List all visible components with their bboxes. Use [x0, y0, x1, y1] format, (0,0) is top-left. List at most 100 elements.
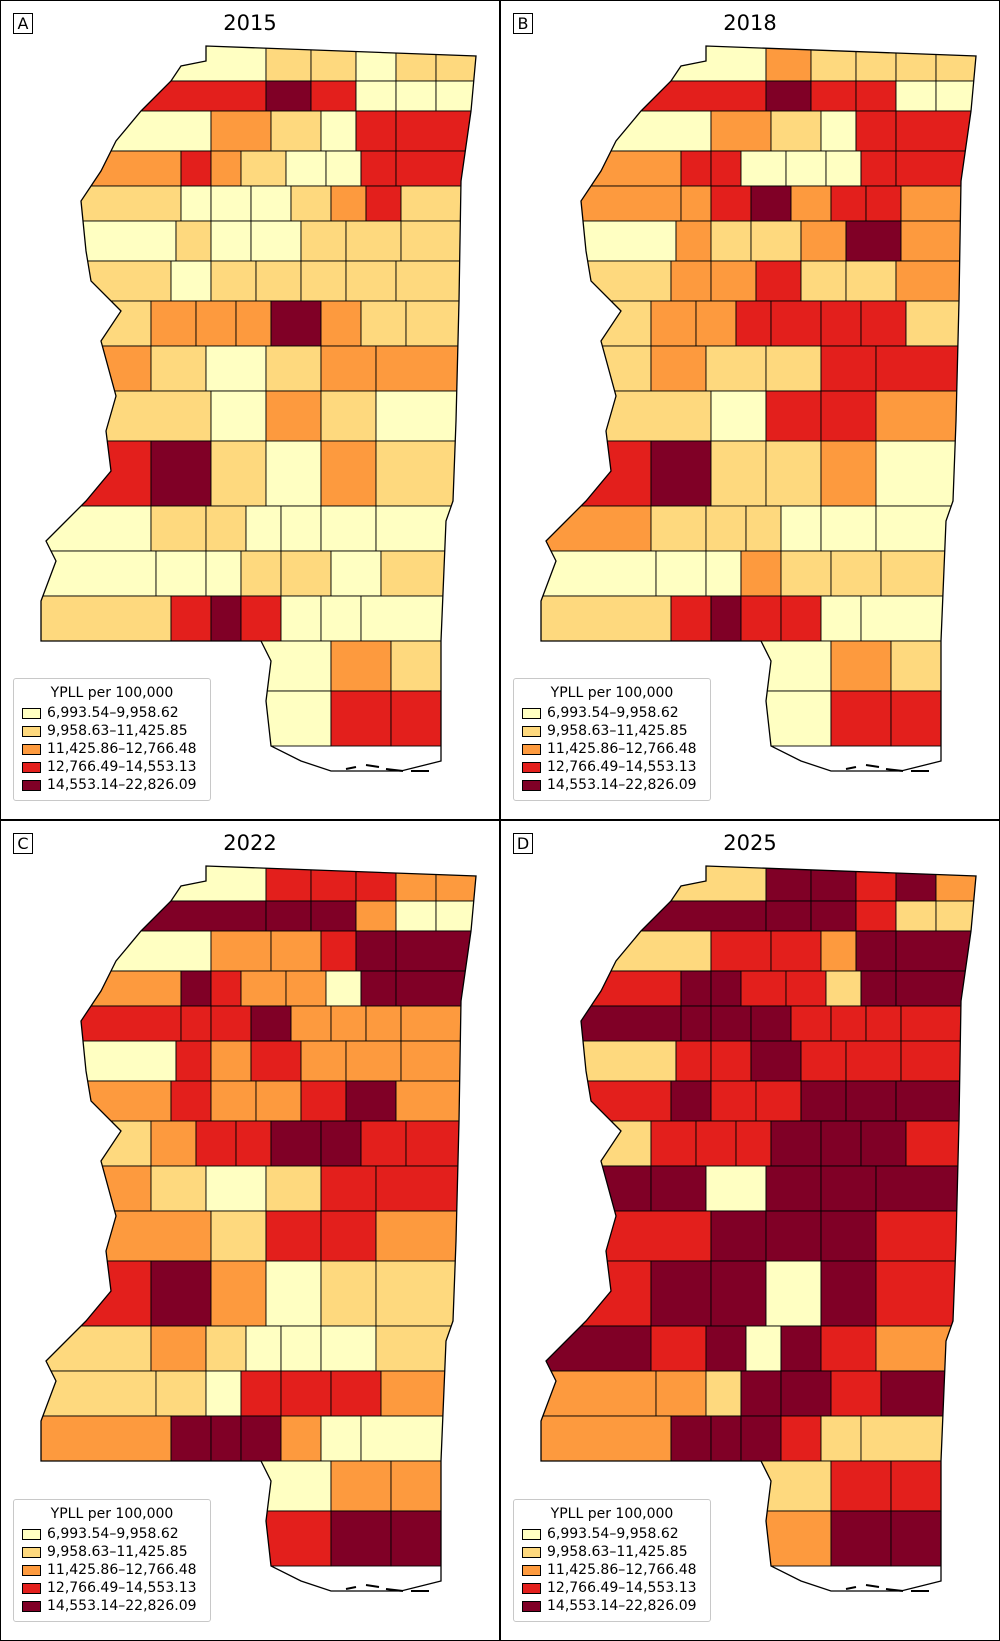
legend-label: 14,553.14–22,826.09	[47, 1598, 197, 1614]
legend-swatch	[522, 1546, 541, 1558]
county	[280, 505, 322, 552]
county	[765, 1260, 822, 1327]
legend-swatch	[522, 725, 541, 737]
legend-swatch	[522, 1528, 541, 1540]
legend-label: 9,958.63–11,425.85	[547, 1544, 688, 1560]
county	[320, 1415, 362, 1462]
county	[675, 1040, 712, 1082]
county	[150, 345, 207, 392]
county	[820, 595, 862, 642]
county	[345, 1080, 397, 1122]
county	[820, 930, 857, 972]
county	[435, 900, 476, 932]
county	[155, 550, 207, 597]
county	[330, 690, 392, 747]
county	[210, 930, 272, 972]
county	[245, 1325, 282, 1372]
county	[150, 1120, 197, 1167]
county	[785, 970, 827, 1007]
barrier-island	[345, 1586, 357, 1590]
county	[180, 185, 212, 222]
county	[290, 185, 332, 222]
county	[855, 930, 897, 972]
county	[320, 1210, 377, 1262]
county	[541, 185, 682, 222]
county	[180, 970, 212, 1007]
county	[895, 970, 976, 1007]
county	[365, 185, 402, 222]
county	[780, 1415, 822, 1462]
legend-swatch	[22, 725, 41, 737]
county	[240, 1415, 282, 1462]
county	[270, 1120, 322, 1167]
county	[541, 220, 677, 262]
county	[400, 1040, 476, 1082]
county	[325, 970, 362, 1007]
county	[860, 595, 976, 642]
panel-year: 2015	[223, 11, 277, 35]
county	[355, 900, 397, 932]
county	[400, 1005, 476, 1042]
county	[765, 345, 822, 392]
county	[41, 1370, 157, 1417]
county	[210, 1040, 252, 1082]
county	[41, 345, 152, 392]
county	[655, 1370, 707, 1417]
county	[375, 1210, 476, 1262]
county	[375, 1325, 476, 1372]
county	[170, 595, 212, 642]
county	[265, 866, 312, 902]
county-choropleth-map	[40, 865, 477, 1592]
county	[765, 866, 812, 902]
county	[541, 930, 712, 972]
county	[205, 1370, 242, 1417]
state-outline	[40, 865, 477, 1592]
county	[365, 1005, 402, 1042]
county	[205, 345, 267, 392]
panel-letter: C	[13, 833, 33, 854]
county	[265, 46, 312, 82]
county	[320, 1260, 377, 1327]
legend-label: 14,553.14–22,826.09	[547, 1598, 697, 1614]
county	[330, 1005, 367, 1042]
county	[900, 1040, 976, 1082]
county	[41, 900, 267, 932]
county	[541, 866, 767, 902]
county	[650, 345, 707, 392]
county	[770, 930, 822, 972]
county	[320, 390, 377, 442]
legend-entry: 14,553.14–22,826.09	[522, 776, 702, 794]
county	[770, 300, 822, 347]
county	[830, 640, 892, 692]
county	[860, 300, 907, 347]
barrier-island	[385, 768, 404, 772]
county	[650, 1260, 712, 1327]
county	[710, 390, 767, 442]
county	[855, 900, 897, 932]
county	[41, 390, 212, 442]
county	[41, 930, 212, 972]
county	[270, 300, 322, 347]
county	[41, 1005, 182, 1042]
county	[845, 1080, 897, 1122]
county	[650, 505, 707, 552]
county	[655, 550, 707, 597]
legend-entry: 6,993.54–9,958.62	[22, 1525, 202, 1543]
county	[390, 690, 476, 747]
county	[175, 1040, 212, 1082]
county	[895, 1080, 976, 1122]
county	[895, 930, 976, 972]
county	[650, 440, 712, 507]
county	[41, 260, 172, 302]
county	[310, 900, 357, 932]
county	[375, 505, 476, 552]
county	[210, 970, 242, 1007]
county	[541, 1080, 672, 1122]
legend-swatch	[522, 1582, 541, 1594]
county	[210, 260, 257, 302]
county	[541, 1165, 652, 1212]
legend-label: 6,993.54–9,958.62	[547, 705, 679, 721]
county	[875, 440, 976, 507]
county	[780, 595, 822, 642]
county	[360, 970, 397, 1007]
